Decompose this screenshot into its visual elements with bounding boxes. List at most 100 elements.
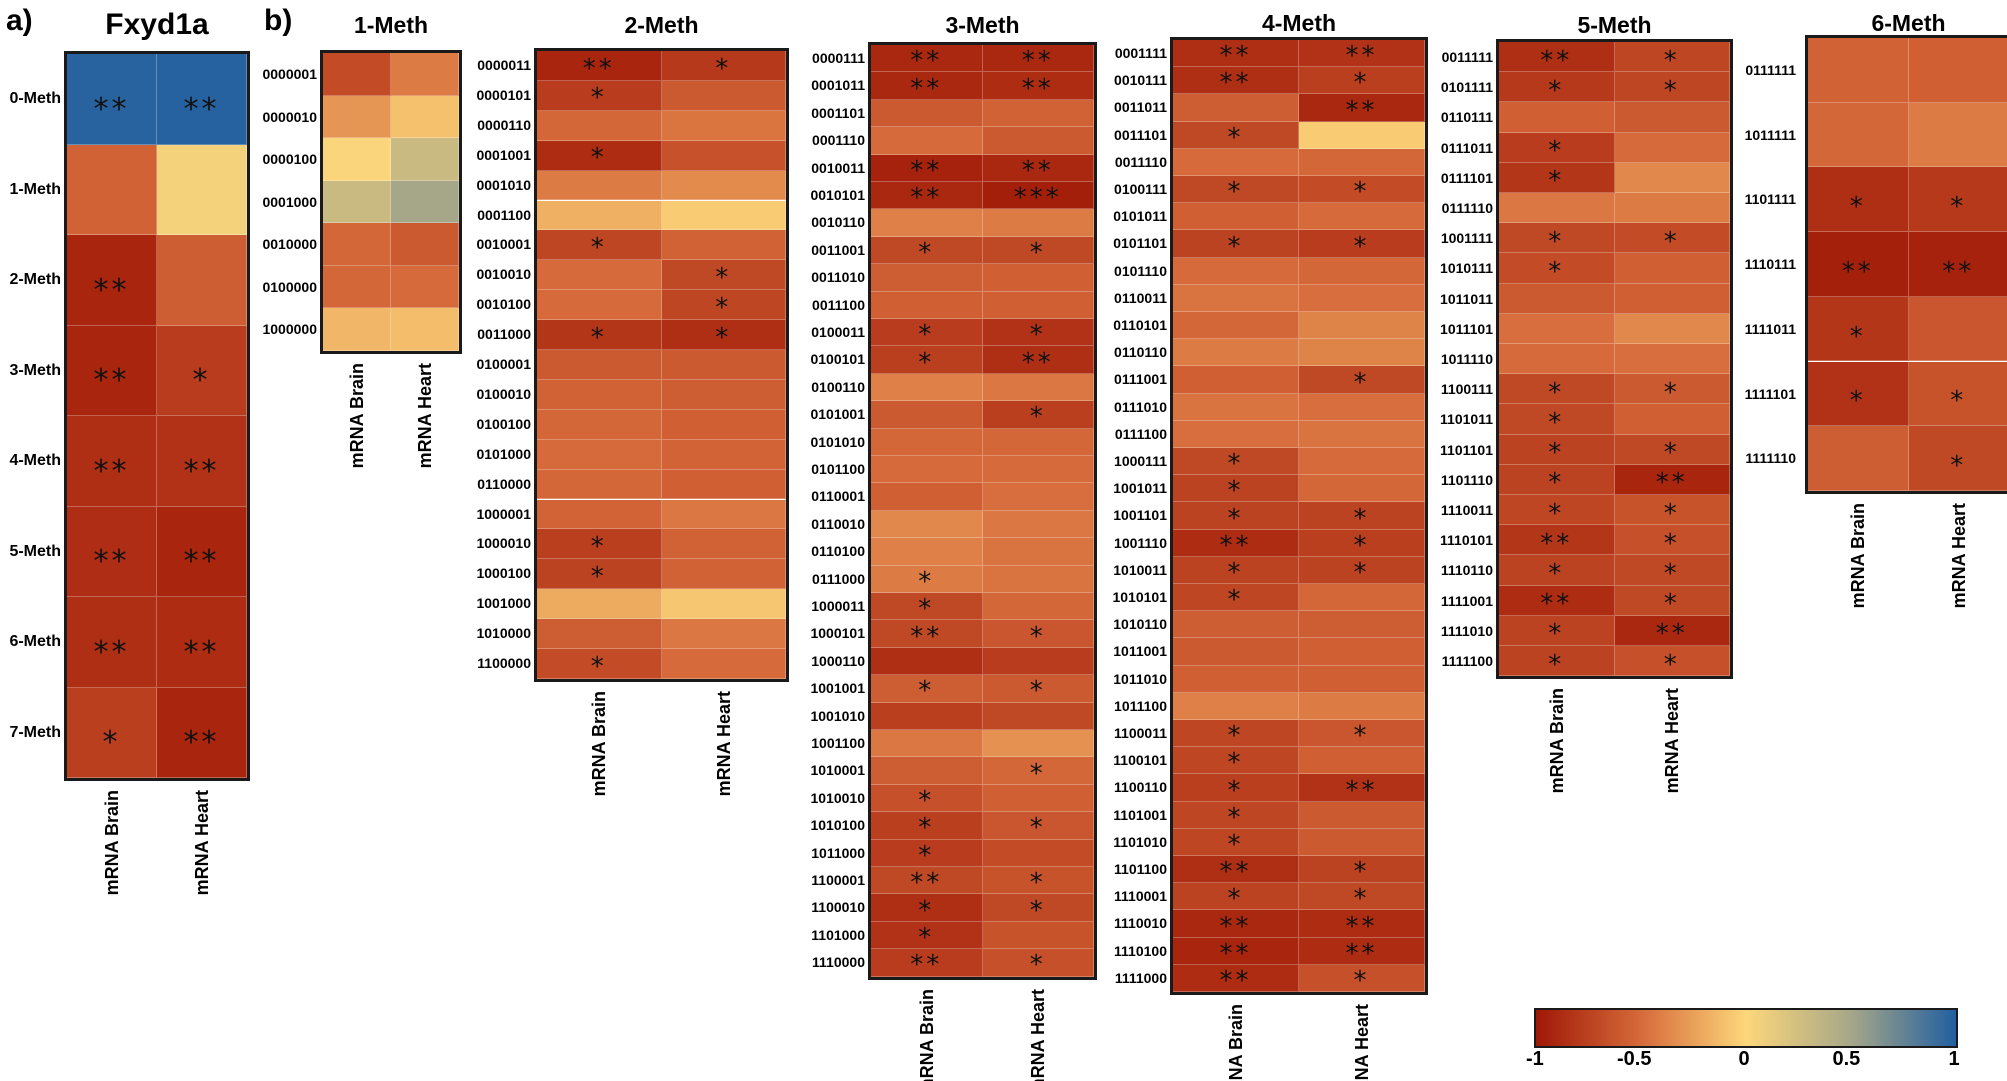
heatmap-cell-meth4-1011100-mrna-heart	[1299, 692, 1425, 720]
row-label-meth4-0101101: 0101101	[1113, 235, 1167, 252]
heatmap-cell-meth6-1111110-mrna-brain	[1808, 426, 1909, 491]
heatmap-title-meth6: 6-Meth	[1871, 10, 1946, 36]
row-label-meth5-1011011: 1011011	[1440, 290, 1493, 307]
heatmap-cell-meth3-1101000-mrna-brain: *	[871, 921, 983, 952]
row-label-fxyd1a-3-meth: 3-Meth	[9, 361, 61, 379]
significance-mark: *	[1353, 367, 1370, 398]
heatmap-cell-meth4-0100111-mrna-brain: *	[1173, 176, 1299, 206]
row-label-meth5-1101110: 1101110	[1440, 471, 1493, 488]
row-label-meth4-1101010: 1101010	[1113, 833, 1167, 850]
heatmap-cell-meth4-1100101-mrna-brain: *	[1173, 747, 1299, 777]
heatmap-cell-meth2-0010010-mrna-brain	[537, 260, 662, 291]
heatmap-cell-meth3-0001110-mrna-heart	[982, 127, 1094, 155]
row-label-meth2-1001000: 1001000	[476, 595, 531, 612]
row-label-meth3-0001110: 0001110	[812, 132, 865, 149]
heatmap-cell-meth1-0000010-mrna-brain	[323, 95, 391, 138]
heatmap-cell-meth3-0100101-mrna-brain: *	[871, 346, 983, 377]
heatmap-cell-meth3-0010110-mrna-heart	[982, 209, 1094, 237]
significance-mark: *	[1029, 621, 1046, 652]
significance-mark: *	[918, 895, 935, 926]
heatmap-cell-meth1-0000100-mrna-heart	[391, 138, 459, 181]
significance-mark: *	[1548, 649, 1565, 680]
heatmap-cell-meth3-0000111-mrna-brain: **	[871, 45, 983, 77]
row-label-meth3-0011001: 0011001	[811, 241, 865, 258]
heatmap-cell-meth5-0111110-mrna-brain	[1499, 193, 1615, 224]
significance-mark: *	[1227, 558, 1244, 589]
significance-mark: **	[910, 46, 943, 77]
heatmap-cell-meth4-0111010-mrna-brain	[1173, 393, 1299, 421]
row-label-meth1-0000010: 0000010	[262, 108, 317, 125]
heatmap-cell-fxyd1a-1-meth-mrna-brain	[67, 144, 157, 235]
heatmap-cell-meth3-1000101-mrna-heart: *	[982, 620, 1094, 651]
significance-mark: **	[183, 91, 220, 127]
significance-mark: *	[1548, 377, 1565, 408]
heatmap-cell-meth4-0100111-mrna-heart: *	[1299, 176, 1425, 206]
row-label-meth1-0010000: 0010000	[262, 236, 317, 252]
heatmap-cell-meth5-1001111-mrna-brain: *	[1499, 223, 1615, 257]
heatmap-cell-meth3-0011010-mrna-brain	[871, 264, 983, 292]
row-label-meth2-0001100: 0001100	[477, 206, 531, 223]
heatmap-cell-meth4-1010011-mrna-heart: *	[1299, 556, 1425, 587]
row-label-meth4-0011101: 0011101	[1114, 126, 1167, 143]
heatmap-cell-meth2-0100010-mrna-heart	[661, 379, 786, 410]
row-label-meth1-0100000: 0100000	[262, 278, 317, 295]
significance-mark: **	[1219, 41, 1252, 72]
row-label-meth3-0010101: 0010101	[810, 187, 865, 203]
row-label-meth3-0100101: 0100101	[810, 351, 865, 368]
row-label-meth5-1111010: 1111010	[1440, 622, 1493, 639]
significance-mark: ***	[1013, 183, 1062, 214]
heatmap-cell-meth4-1111000-mrna-heart: *	[1299, 964, 1425, 995]
heatmap-cell-meth2-0000110-mrna-brain	[537, 110, 662, 141]
row-label-meth6-1111110: 1111110	[1745, 450, 1796, 467]
heatmap-cell-meth3-1000110-mrna-heart	[982, 647, 1094, 676]
heatmap-cell-fxyd1a-7-meth-mrna-heart: **	[157, 687, 247, 778]
heatmap-cell-meth3-1110000-mrna-heart: *	[982, 949, 1094, 979]
heatmap-grid-meth1	[320, 50, 462, 354]
heatmap-cell-meth6-0111111-mrna-heart	[1908, 38, 2007, 103]
significance-mark: **	[1345, 775, 1378, 806]
heatmap-cell-meth3-0011100-mrna-brain	[871, 291, 983, 319]
row-label-meth4-1100011: 1100011	[1114, 725, 1167, 741]
row-label-meth6-1011111: 1011111	[1744, 126, 1796, 143]
significance-mark: *	[1353, 884, 1370, 915]
heatmap-cell-meth4-1110001-mrna-brain: *	[1173, 883, 1299, 913]
heatmap-cell-fxyd1a-3-meth-mrna-heart: *	[157, 325, 247, 416]
row-label-fxyd1a-6-meth: 6-Meth	[9, 633, 61, 650]
heatmap-cell-meth4-1100011-mrna-heart: *	[1299, 720, 1425, 750]
row-label-meth2-1000100: 1000100	[476, 565, 531, 582]
row-label-meth6-0111111: 0111111	[1745, 62, 1796, 78]
heatmap-cell-meth3-0110001-mrna-heart	[982, 483, 1094, 511]
heatmap-cell-meth2-0000011-mrna-heart: *	[661, 51, 786, 83]
heatmap-cell-meth2-1100000-mrna-heart	[661, 649, 786, 679]
heatmap-cell-meth2-0001001-mrna-brain: *	[537, 140, 662, 173]
heatmap-cell-meth3-1010001-mrna-brain	[871, 757, 983, 785]
significance-mark: **	[1345, 938, 1378, 969]
heatmap-cell-meth5-1011110-mrna-brain	[1499, 344, 1615, 375]
significance-mark: **	[93, 91, 130, 127]
significance-mark: **	[582, 53, 615, 84]
heatmap-title-meth4: 4-Meth	[1261, 10, 1337, 36]
row-label-meth1-0001000: 0001000	[262, 193, 317, 210]
heatmap-cell-meth2-0100100-mrna-brain	[537, 409, 662, 440]
column-label-meth1-mrna-brain: mRNA Brain	[347, 362, 368, 468]
heatmap-cell-meth3-0100110-mrna-heart	[982, 373, 1094, 402]
heatmap-cell-meth4-1101001-mrna-brain: *	[1173, 801, 1299, 832]
heatmap-cell-meth3-1001010-mrna-heart	[982, 702, 1094, 730]
heatmap-cell-meth3-0101010-mrna-heart	[982, 428, 1094, 456]
heatmap-cell-meth6-1111101-mrna-brain: *	[1808, 361, 1909, 427]
significance-mark: **	[1540, 45, 1573, 76]
significance-mark: *	[1663, 498, 1680, 529]
heatmap-cell-meth5-1011101-mrna-heart	[1614, 313, 1730, 344]
significance-mark: **	[910, 621, 943, 652]
row-label-meth2-0011000: 0011000	[477, 326, 531, 343]
heatmap-cell-meth4-1111000-mrna-brain: **	[1173, 964, 1299, 995]
row-label-meth4-1001110: 1001110	[1114, 534, 1167, 551]
significance-mark: *	[1548, 438, 1565, 469]
heatmap-cell-meth4-1001110-mrna-brain: **	[1173, 529, 1299, 560]
significance-mark: **	[910, 73, 943, 104]
row-label-meth3-1100010: 1100010	[811, 899, 865, 916]
significance-mark: *	[1227, 775, 1244, 806]
heatmap-cell-meth3-1010100-mrna-brain: *	[871, 812, 983, 842]
colorbar-tick-label: 1	[1948, 1048, 1960, 1070]
